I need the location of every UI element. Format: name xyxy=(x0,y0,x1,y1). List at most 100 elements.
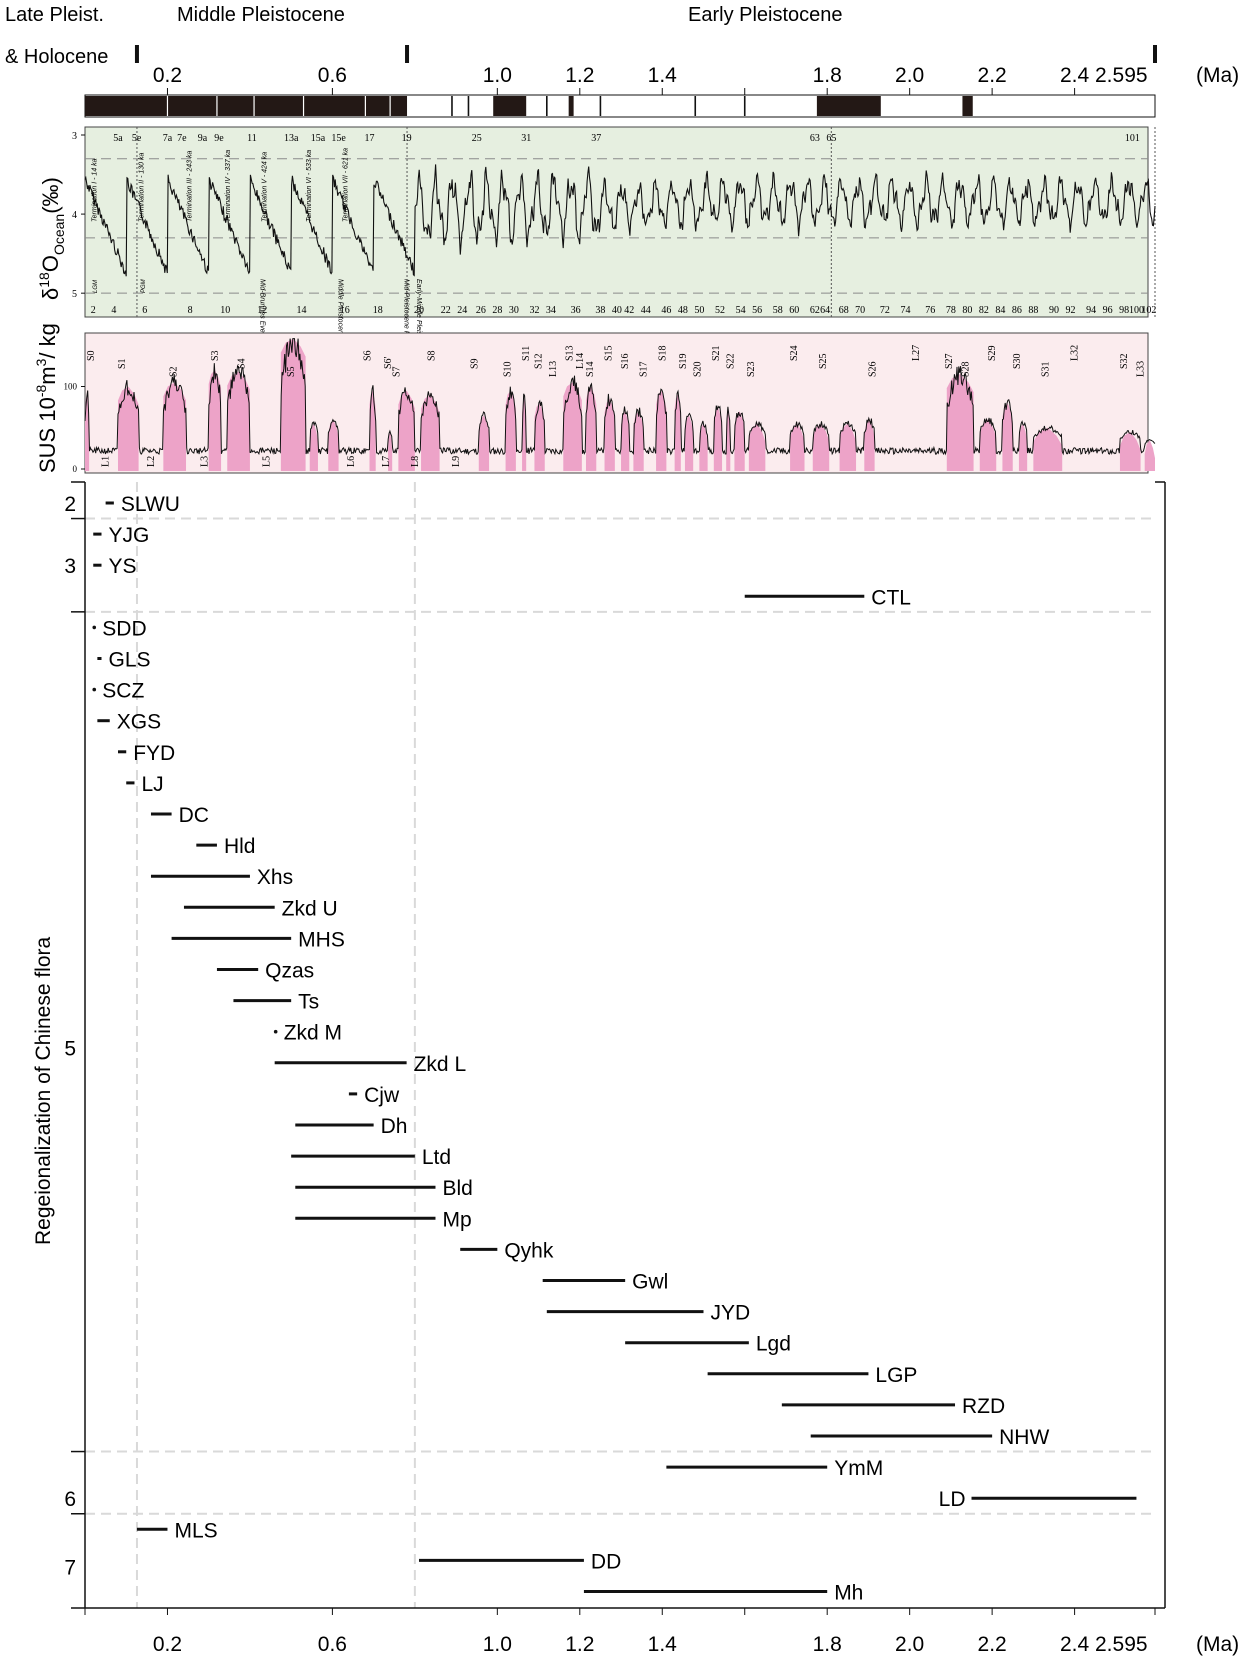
epoch-boundary-mark xyxy=(405,45,410,63)
d18o-peak-label: 25 xyxy=(472,133,482,144)
sus-loess-labels: L1 L2 L3 L5 L6 L7 L8 L9 xyxy=(101,456,462,467)
flora-site-label: Zkd M xyxy=(284,1022,342,1045)
bottom-axis-tick-label: 1.4 xyxy=(648,1633,678,1656)
sus-soil-label: S18 xyxy=(657,345,668,361)
d18o-stage-label: 80 xyxy=(962,305,972,316)
flora-site-label: DD xyxy=(591,1550,621,1573)
d18o-event-labels: LGM PGM Mid-Brunhes Event Middle Pleistocen… xyxy=(93,279,422,370)
d18o-stage-label: 56 xyxy=(752,305,762,316)
d18o-stage-label: 26 xyxy=(476,305,486,316)
d18o-event-label: Early-Middle Pleistocene xyxy=(415,279,422,356)
epoch-label-middle: Middle Pleistocene xyxy=(177,4,345,26)
sus-soil-label: S29 xyxy=(987,345,998,361)
d18o-peak-label: 17 xyxy=(365,133,375,144)
sus-soil-fill xyxy=(369,390,376,471)
flora-zone-dividers xyxy=(71,517,1155,1515)
sus-ylabel-sup2: 3 xyxy=(33,358,49,366)
d18o-event-label: PGM xyxy=(141,279,147,293)
d18o-event-label: LGM xyxy=(93,280,99,293)
flora-site-label: Zkd L xyxy=(414,1053,467,1076)
d18o-stage-label: 64 xyxy=(820,305,830,316)
flora-ranges: 2 3 5 6 7 SLWU YJG YS CTL SDD GLS SCZ XGS FYD LJ DC Hld… xyxy=(32,481,1239,1656)
sus-soil-label: S27 xyxy=(944,353,955,369)
sus-ylabel-end: / kg xyxy=(35,323,60,358)
d18o-event-label: Middle Pleistocene Transition xyxy=(337,279,344,370)
sus-soil-label: S17 xyxy=(639,361,650,377)
epoch-boundary-mark xyxy=(134,45,139,63)
top-axis: 0.2 0.6 1.0 1.2 1.4 1.8 2.0 2.2 2.4 xyxy=(85,64,1155,96)
sus-ylabel-main: SUS 10 xyxy=(35,397,60,473)
sus-soil-fill xyxy=(699,423,708,471)
sus-y-tick-label: 0 xyxy=(73,464,78,474)
flora-site-label: LJ xyxy=(141,773,163,796)
sus-soil-fill xyxy=(398,390,415,471)
flora-zone-labels: 2 3 5 6 7 xyxy=(64,493,76,1580)
sus-soil-label: L32 xyxy=(1070,345,1081,361)
d18o-stage-label: 28 xyxy=(492,305,502,316)
sus-soil-fill xyxy=(1033,427,1063,471)
sus-curve xyxy=(84,338,1156,456)
sus-soil-fill xyxy=(563,382,582,471)
flora-range-bar xyxy=(273,1029,278,1034)
d18o-peak-label: 5a xyxy=(113,133,123,144)
sus-soil-fill xyxy=(946,374,974,471)
d18o-termination-label: Termination VII - 621 ka xyxy=(343,148,350,222)
flora-zone-label: 3 xyxy=(64,555,76,578)
sus-soil-label: S1 xyxy=(117,358,128,369)
sus-soil-fill xyxy=(1119,431,1141,471)
sus-soil-fill xyxy=(734,411,745,471)
d18o-stage-label: 10 xyxy=(220,305,230,316)
top-axis-tick-label: 1.2 xyxy=(565,64,594,87)
d18o-stage-label: 34 xyxy=(546,305,556,316)
top-axis-tick-label: 1.0 xyxy=(483,64,512,87)
sus-soil-fill xyxy=(812,423,830,471)
d18o-stage-label: 46 xyxy=(661,305,671,316)
d18o-peak-label: 101 xyxy=(1125,133,1140,144)
sus-soil-label: L27 xyxy=(911,345,922,361)
sus-soil-label: S9 xyxy=(470,358,481,369)
sus-soil-fill xyxy=(656,390,667,471)
bottom-axis-tick-label: 0.6 xyxy=(318,1633,347,1656)
d18o-peak-label: 7a xyxy=(163,133,173,144)
sus-soil-label: S30 xyxy=(1012,353,1023,369)
sus-soil-label: S23 xyxy=(746,361,757,377)
epoch-header: Late Pleist. & Holocene Middle Pleistoce… xyxy=(5,4,1157,68)
d18o-stage-label: 100 xyxy=(1129,305,1144,316)
sus-soil-fill xyxy=(208,370,222,471)
d18o-peak-label: 65 xyxy=(826,133,836,144)
d18o-stage-label: 102 xyxy=(1141,305,1156,316)
bottom-axis-tick-label: 2.0 xyxy=(895,1633,924,1656)
flora-site-label: DC xyxy=(179,804,209,827)
top-axis-tick-label: 2.4 xyxy=(1060,64,1090,87)
d18o-stage-label: 42 xyxy=(624,305,634,316)
sus-soil-fill xyxy=(684,415,694,471)
sus-soil-fill xyxy=(604,398,615,471)
flora-zone-label: 5 xyxy=(64,1037,76,1060)
sus-soil-fill xyxy=(979,419,997,471)
d18o-stage-labels: 2 4 6 8 10 12 14 16 18 20 22 24 26 28 30 32 34 36 38 40 42 44… xyxy=(91,305,1157,316)
d18o-stage-label: 50 xyxy=(694,305,704,316)
flora-site-label: JYD xyxy=(710,1302,750,1325)
sus-loess-label: L5 xyxy=(261,456,272,467)
d18o-termination-labels: Termination I - 14 ka Termination II - 13… xyxy=(91,148,349,222)
d18o-stage-label: 24 xyxy=(457,305,467,316)
sus-loess-label: L6 xyxy=(346,456,357,467)
d18o-dashed-levels xyxy=(85,158,1148,294)
sus-loess-label: L2 xyxy=(146,456,157,467)
d18o-peak-labels: 5a 5e 7a 7e 9a 9e 11 13a 15a 15e 17 19 25 31 37 63 65 101 xyxy=(113,133,1140,144)
sus-soil-label: S6 xyxy=(362,350,373,361)
d18o-stage-label: 70 xyxy=(855,305,865,316)
polarity-normal-chron xyxy=(962,96,973,116)
polarity-normal-chron xyxy=(85,96,408,116)
epoch-label-early: Early Pleistocene xyxy=(688,4,843,26)
sus-soil-label: S0 xyxy=(86,350,97,361)
d18o-stage-label: 82 xyxy=(979,305,989,316)
d18o-peak-label: 9e xyxy=(214,133,224,144)
d18o-stage-label: 18 xyxy=(373,305,383,316)
sus-soil-label: S11 xyxy=(521,346,532,361)
sus-soil-label: S3 xyxy=(210,350,221,361)
top-axis-tick-label: 1.4 xyxy=(648,64,678,87)
flora-site-label: Ts xyxy=(298,991,319,1014)
sus-soil-label: S16 xyxy=(620,353,631,369)
d18o-termination-label: Termination V - 424 ka xyxy=(261,152,268,222)
